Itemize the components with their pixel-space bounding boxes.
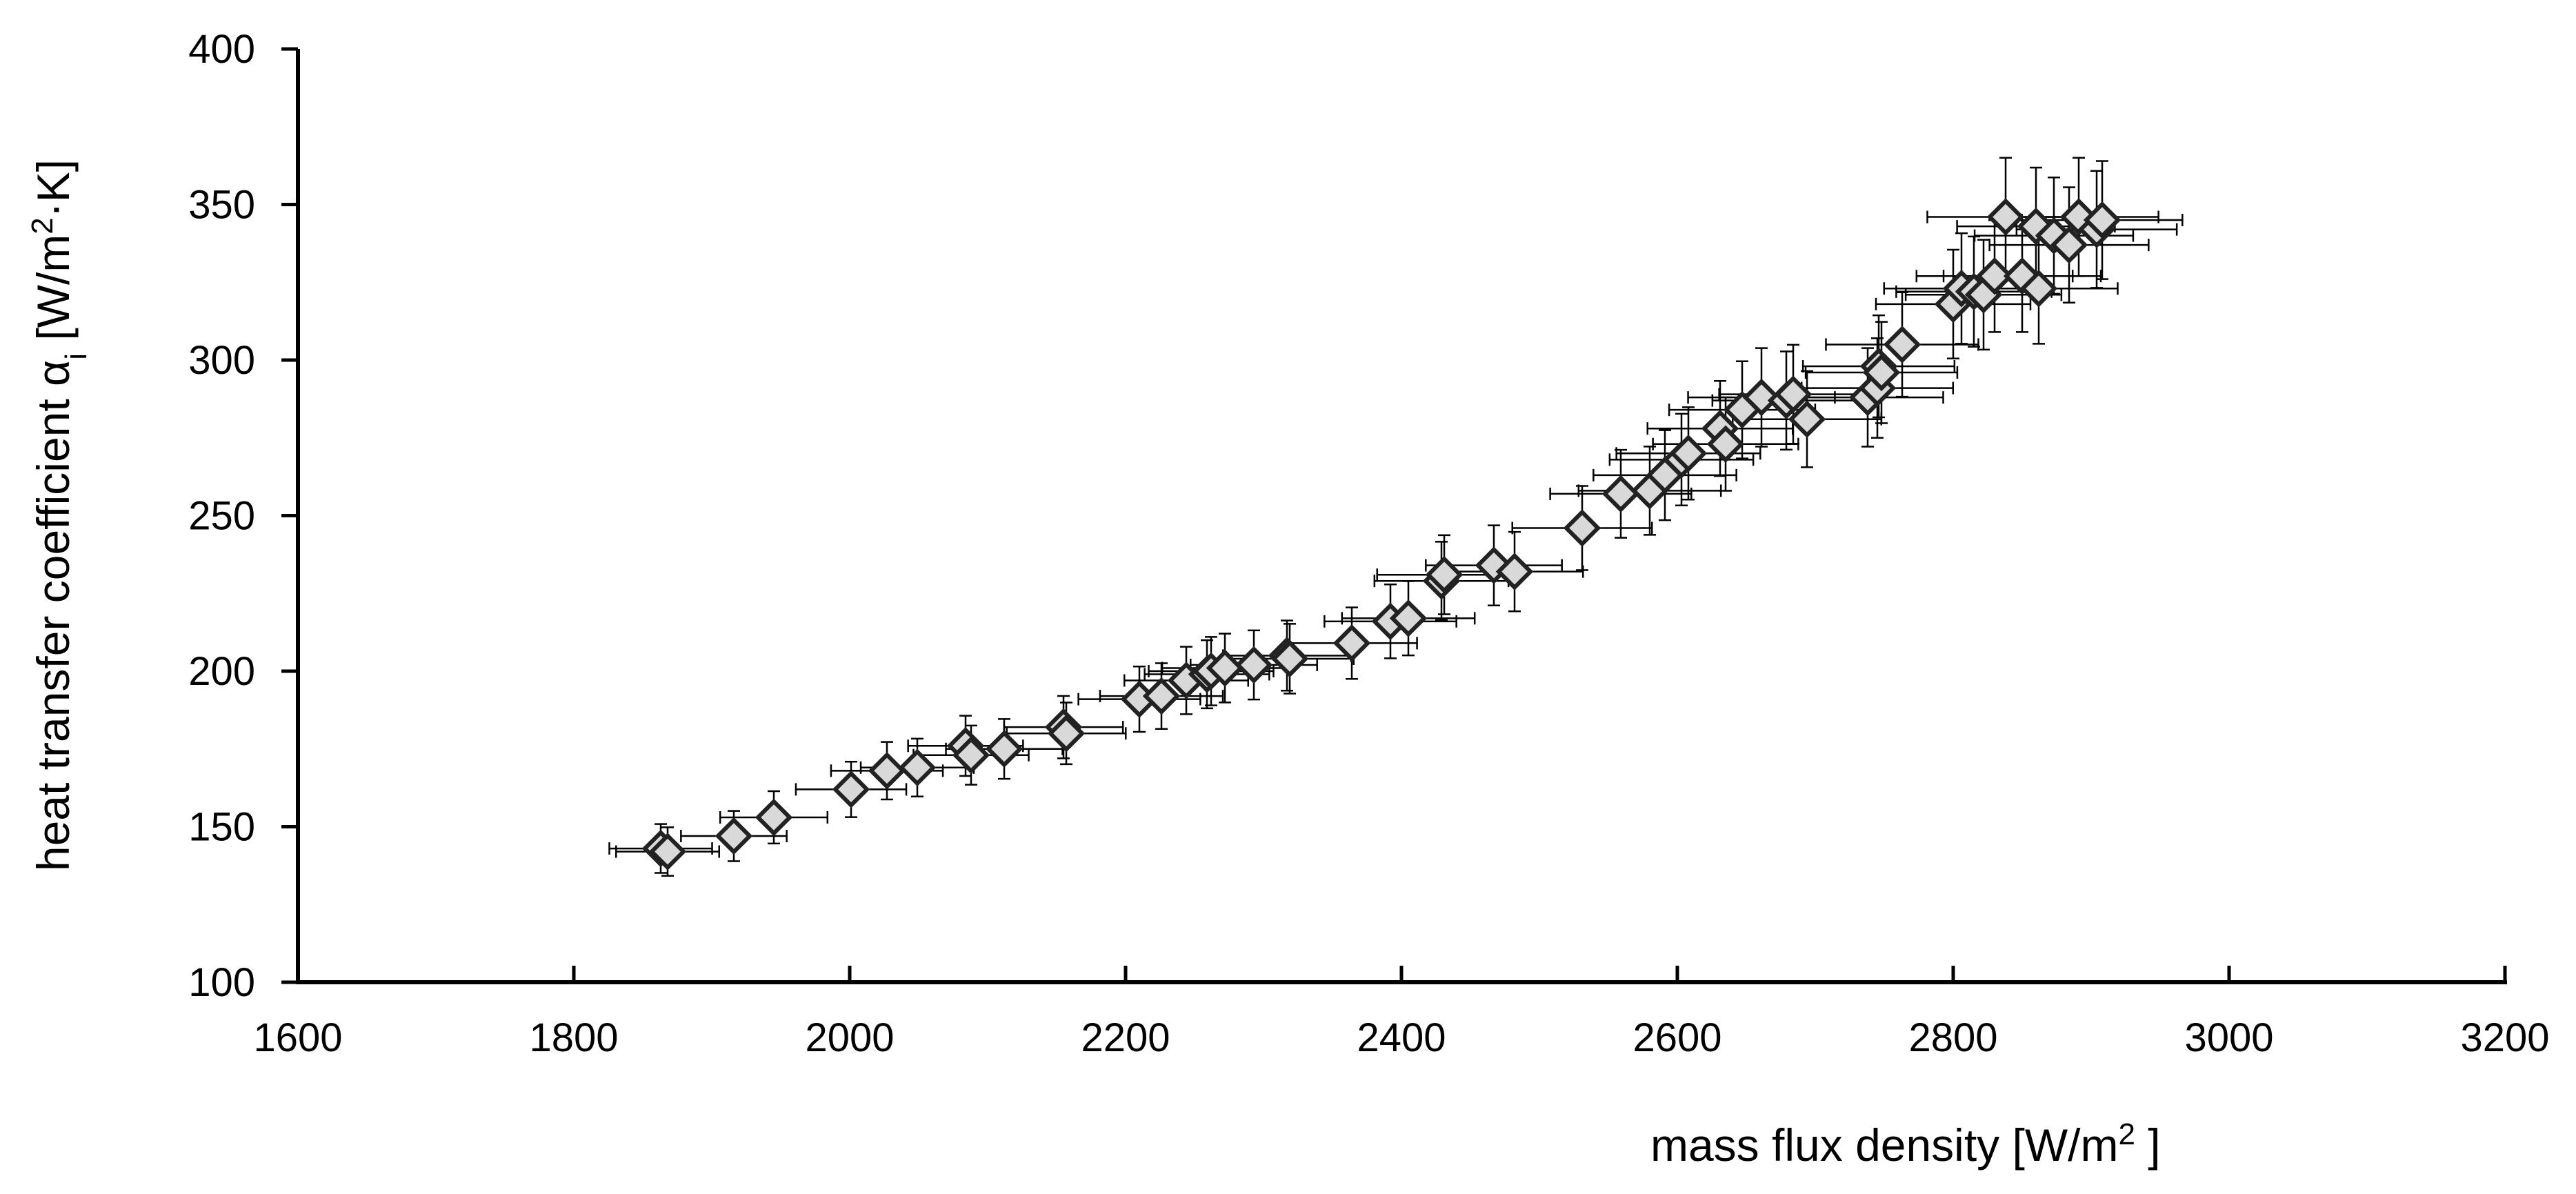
y-tick-label: 150 [188,805,255,850]
y-tick-label: 400 [188,27,255,72]
y-tick-label: 200 [188,649,255,694]
data-points [641,198,2121,870]
data-point [755,798,793,837]
data-point [1706,425,1745,464]
y-tick-label: 250 [188,494,255,539]
data-point [1425,555,1464,594]
data-point [715,817,753,855]
data-point [868,752,906,790]
x-tick-label: 2600 [1633,1015,1721,1060]
data-point [2019,270,2058,308]
x-tick-label: 3000 [2184,1015,2273,1060]
data-point [898,748,937,787]
x-tick-label: 1600 [253,1015,342,1060]
x-tick-label: 1800 [529,1015,618,1060]
x-axis-ticks: 1600 1800 2000 2200 2400 2600 2800 3000 3200 [253,966,2550,1060]
data-point [648,833,687,870]
data-point [1563,509,1601,547]
y-axis-title: heat transfer coefficient αi [W/m2·K] [26,159,93,871]
y-tick-label: 350 [188,183,255,228]
x-tick-label: 3200 [2460,1015,2549,1060]
data-point [1975,257,2014,295]
data-point [1206,649,1244,687]
x-axis-title: mass flux density [W/m2 ] [1650,1117,2161,1171]
y-tick-label: 300 [188,338,255,383]
data-point [1862,353,1901,392]
data-point [1047,714,1086,753]
y-axis-ticks: 100 150 200 250 300 350 400 [188,27,298,1005]
data-point [1883,326,1921,364]
data-point [1389,599,1428,637]
data-point [1332,624,1371,662]
data-point [1669,435,1708,472]
data-point [1774,375,1813,413]
data-point [1142,677,1181,715]
data-point [1986,198,2025,236]
x-tick-label: 2800 [1908,1015,1997,1060]
data-point [1742,378,1781,417]
y-tick-label: 100 [188,960,255,1005]
data-point [1788,400,1826,438]
x-tick-label: 2400 [1357,1015,1446,1060]
data-point [832,770,870,808]
x-tick-label: 2200 [1081,1015,1170,1060]
data-point [2050,226,2088,264]
data-point [1495,553,1534,590]
x-tick-label: 2000 [805,1015,894,1060]
data-point [1235,646,1273,684]
error-bars [608,157,2184,877]
data-point [2083,201,2121,239]
data-point [985,730,1024,768]
data-point [1601,475,1640,513]
data-point [1270,639,1309,678]
data-point [952,736,990,775]
